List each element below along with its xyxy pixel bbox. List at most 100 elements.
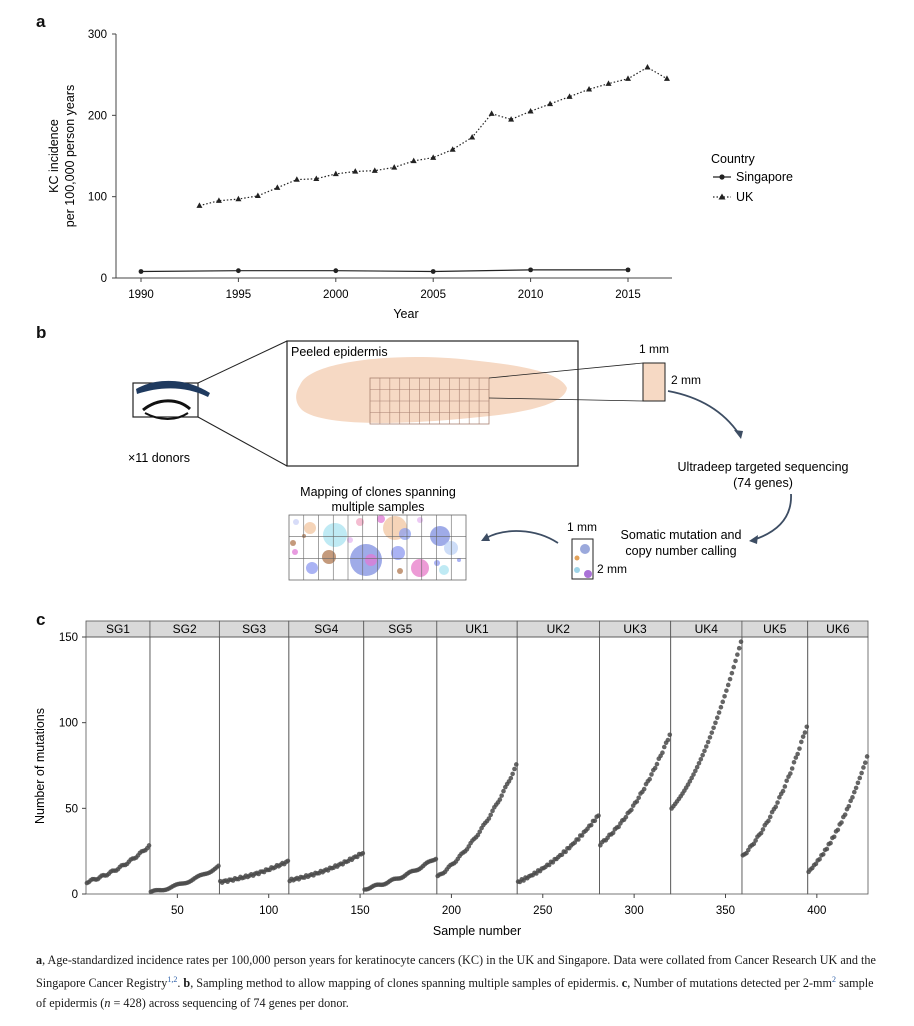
donor-panel — [218, 636, 290, 895]
data-point — [861, 765, 866, 770]
caption-c-n: n — [104, 996, 111, 1011]
clone-circle — [304, 522, 316, 534]
data-point — [789, 766, 795, 771]
data-point — [862, 760, 868, 766]
point-singapore — [138, 269, 144, 274]
data-point — [647, 776, 652, 782]
data-point — [857, 775, 863, 781]
zoom-line-top — [197, 340, 288, 384]
data-point — [661, 744, 667, 750]
point-uk — [625, 75, 631, 81]
point-singapore — [528, 267, 533, 273]
point-uk — [352, 168, 359, 174]
clone-circle — [323, 523, 347, 547]
y-axis-label-1: KC incidence — [47, 119, 61, 193]
caption-refs[interactable]: 1,2 — [167, 975, 178, 984]
c-y-tick-label: 50 — [65, 803, 78, 815]
epidermis-box — [286, 340, 579, 467]
data-point — [702, 748, 707, 754]
called-height-label: 2 mm — [597, 562, 627, 576]
donor-label: SG3 — [242, 622, 266, 636]
donor-label: UK3 — [623, 622, 647, 636]
tissue-shape — [296, 357, 567, 423]
data-point — [722, 694, 727, 699]
sequencing-label-2: (74 genes) — [733, 476, 793, 490]
arrowhead-1 — [734, 430, 743, 439]
data-point — [610, 830, 616, 836]
point-uk — [488, 110, 495, 116]
figure-caption: a, Age-standardized incidence rates per … — [36, 950, 884, 1013]
data-point — [700, 752, 705, 758]
data-point — [634, 799, 640, 804]
point-uk — [215, 197, 222, 203]
point-uk — [332, 170, 339, 177]
c-x-tick-label: 400 — [807, 905, 826, 917]
clone-circle — [397, 568, 403, 574]
data-point — [667, 732, 673, 738]
data-point — [652, 765, 658, 771]
point-uk — [663, 75, 670, 81]
calling-label-2: copy number calling — [625, 544, 736, 558]
data-point — [828, 840, 833, 846]
data-point — [767, 814, 773, 820]
data-point — [724, 688, 729, 693]
face-icon — [132, 380, 210, 420]
clone-circle — [322, 550, 336, 564]
data-point — [831, 834, 837, 840]
clone-circle — [439, 565, 449, 575]
legend-title: Country — [711, 152, 756, 166]
data-point — [855, 780, 861, 786]
data-point — [694, 764, 700, 770]
clone-circle — [417, 517, 423, 523]
donor-panel — [741, 636, 809, 895]
data-point — [689, 775, 694, 781]
data-point — [508, 775, 514, 781]
donor-label: UK2 — [547, 622, 571, 636]
point-uk — [371, 167, 378, 173]
point-uk — [469, 133, 476, 140]
panel-b-letter: b — [36, 323, 46, 342]
data-point — [705, 739, 711, 745]
legend-singapore-label: Singapore — [736, 170, 793, 184]
donor-panel — [288, 636, 365, 895]
point-singapore — [236, 268, 241, 274]
data-point — [720, 699, 726, 705]
data-point — [793, 755, 799, 760]
sequencing-label-1: Ultradeep targeted sequencing — [678, 460, 849, 474]
data-point — [835, 827, 841, 833]
arrow-to-calling — [755, 493, 792, 540]
caption-a-text: , Age-standardized incidence rates per 1… — [36, 953, 876, 991]
calling-label-1: Somatic mutation and — [621, 528, 742, 542]
caption-c-text1: , Number of mutations detected per 2-mm — [627, 976, 832, 991]
data-point — [592, 818, 598, 824]
clone-circle — [356, 518, 364, 526]
data-point — [433, 856, 439, 862]
sample-width-label: 1 mm — [639, 342, 669, 356]
c-y-axis-label: Number of mutations — [33, 708, 47, 824]
caption-c-text3: = 428) across sequencing of 74 genes per… — [110, 996, 349, 1011]
data-point — [616, 824, 621, 830]
panel-c-letter: c — [36, 610, 45, 629]
data-point — [817, 856, 822, 862]
data-point — [842, 812, 848, 817]
clone-circle — [399, 528, 411, 540]
data-point — [864, 754, 870, 759]
data-point — [777, 795, 782, 800]
data-point — [775, 800, 780, 805]
point-uk — [410, 157, 417, 164]
clone-circle — [365, 554, 377, 566]
data-point — [799, 739, 804, 745]
data-point — [654, 761, 660, 767]
data-point — [846, 803, 852, 809]
eyebrow-icon — [136, 380, 210, 397]
c-x-tick-label: 150 — [350, 905, 369, 917]
arrowhead-3 — [481, 533, 490, 541]
y-axis-label-2: per 100,000 person years — [63, 85, 77, 227]
caption-c-letter: c — [621, 976, 628, 991]
c-x-tick-label: 350 — [716, 905, 735, 917]
data-point — [512, 766, 517, 772]
donor-label: UK5 — [763, 622, 787, 636]
data-point — [501, 788, 506, 794]
series-line-singapore — [140, 269, 628, 273]
data-point — [499, 793, 504, 798]
